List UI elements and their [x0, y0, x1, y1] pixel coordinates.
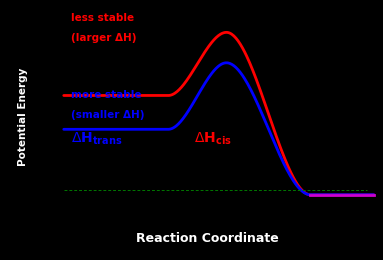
Text: $\Delta$H$_{\mathregular{cis}}$: $\Delta$H$_{\mathregular{cis}}$ [194, 131, 232, 147]
Text: Potential Energy: Potential Energy [18, 68, 28, 166]
Text: (smaller ΔH): (smaller ΔH) [70, 110, 144, 120]
X-axis label: Reaction Coordinate: Reaction Coordinate [136, 232, 279, 245]
Text: more stable: more stable [70, 90, 141, 100]
Text: (larger ΔH): (larger ΔH) [70, 34, 136, 43]
Text: less stable: less stable [70, 13, 134, 23]
Text: $\Delta$H$_{\mathregular{trans}}$: $\Delta$H$_{\mathregular{trans}}$ [70, 131, 122, 147]
